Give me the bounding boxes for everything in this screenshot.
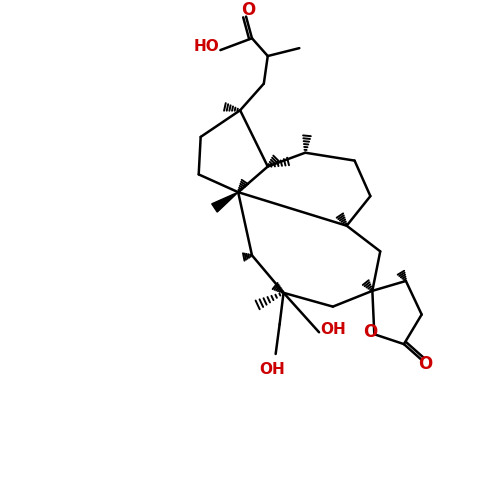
Text: HO: HO (194, 38, 220, 54)
Text: O: O (418, 355, 432, 373)
Text: OH: OH (320, 322, 346, 337)
Text: OH: OH (259, 362, 284, 378)
Polygon shape (212, 192, 238, 212)
Text: O: O (363, 324, 378, 342)
Text: O: O (241, 0, 255, 18)
